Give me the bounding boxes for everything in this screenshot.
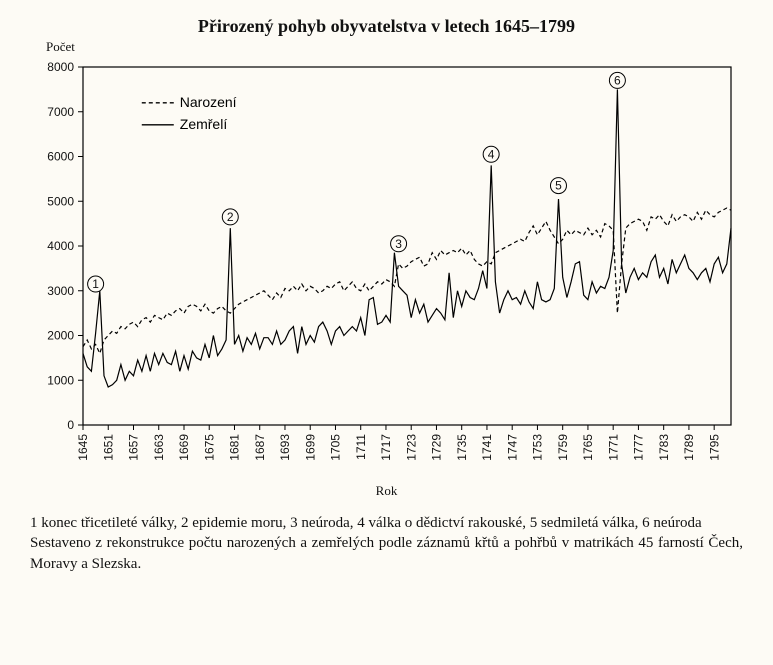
- svg-text:2: 2: [226, 210, 233, 224]
- chart-caption: 1 konec třicetileté války, 2 epidemie mo…: [24, 513, 749, 574]
- svg-text:Zemřelí: Zemřelí: [179, 116, 227, 132]
- svg-text:1669: 1669: [177, 434, 191, 461]
- svg-text:6000: 6000: [47, 150, 74, 164]
- svg-text:1705: 1705: [328, 434, 342, 461]
- svg-text:1741: 1741: [480, 434, 494, 461]
- line-chart: 0100020003000400050006000700080001645165…: [31, 57, 743, 477]
- svg-text:1735: 1735: [454, 434, 468, 461]
- svg-text:1789: 1789: [682, 434, 696, 461]
- svg-text:1717: 1717: [379, 434, 393, 461]
- svg-text:Narození: Narození: [179, 94, 236, 110]
- svg-text:8000: 8000: [47, 60, 74, 74]
- page: Přirozený pohyb obyvatelstva v letech 16…: [0, 0, 773, 665]
- svg-text:1675: 1675: [202, 434, 216, 461]
- svg-text:3: 3: [395, 237, 402, 251]
- svg-text:1795: 1795: [707, 434, 721, 461]
- svg-text:1645: 1645: [76, 434, 90, 461]
- svg-text:3000: 3000: [47, 284, 74, 298]
- svg-text:1777: 1777: [631, 434, 645, 461]
- svg-text:1699: 1699: [303, 434, 317, 461]
- caption-events: 1 konec třicetileté války, 2 epidemie mo…: [30, 515, 702, 531]
- svg-text:1651: 1651: [101, 434, 115, 461]
- svg-text:0: 0: [67, 418, 74, 432]
- caption-source: Sestaveno z rekonstrukce počtu narozenýc…: [30, 535, 743, 571]
- svg-text:1765: 1765: [581, 434, 595, 461]
- svg-text:4000: 4000: [47, 239, 74, 253]
- svg-text:1657: 1657: [126, 434, 140, 461]
- svg-text:1711: 1711: [353, 434, 367, 460]
- svg-text:1687: 1687: [252, 434, 266, 461]
- svg-text:1753: 1753: [530, 434, 544, 461]
- svg-text:1759: 1759: [555, 434, 569, 461]
- svg-text:1663: 1663: [151, 434, 165, 461]
- svg-text:5: 5: [555, 179, 562, 193]
- svg-text:1: 1: [92, 277, 99, 291]
- svg-text:1729: 1729: [429, 434, 443, 461]
- svg-text:1771: 1771: [606, 434, 620, 461]
- svg-text:7000: 7000: [47, 105, 74, 119]
- svg-text:5000: 5000: [47, 194, 74, 208]
- svg-text:1681: 1681: [227, 434, 241, 461]
- y-axis-label: Počet: [46, 39, 749, 55]
- svg-text:1783: 1783: [656, 434, 670, 461]
- svg-text:1723: 1723: [404, 434, 418, 461]
- svg-text:4: 4: [487, 147, 494, 161]
- svg-text:1747: 1747: [505, 434, 519, 461]
- svg-text:2000: 2000: [47, 329, 74, 343]
- x-axis-label: Rok: [24, 483, 749, 499]
- svg-text:1693: 1693: [278, 434, 292, 461]
- chart-title: Přirozený pohyb obyvatelstva v letech 16…: [24, 16, 749, 37]
- chart-container: 0100020003000400050006000700080001645165…: [31, 57, 743, 477]
- svg-text:1000: 1000: [47, 373, 74, 387]
- svg-text:6: 6: [614, 73, 621, 87]
